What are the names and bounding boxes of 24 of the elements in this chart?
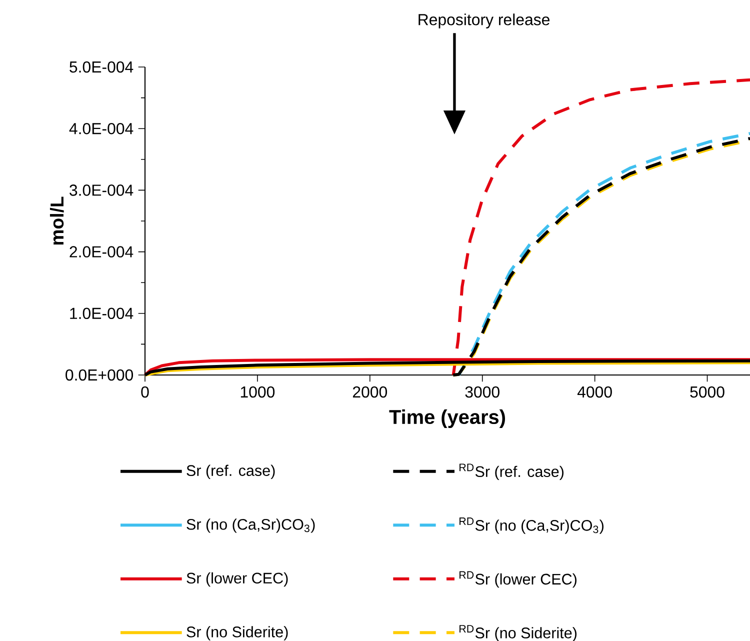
y-tick-label: 2.0E-004 <box>70 246 134 258</box>
x-tick-label: 1000 <box>240 386 275 398</box>
legend-label: Sr (no (Ca,Sr)CO$_{3}$) <box>186 518 315 533</box>
x-axis-title: Time (years) <box>389 409 505 428</box>
legend-label: $^{RD}$Sr (ref. case) <box>460 464 564 480</box>
x-tick-label: 4000 <box>577 386 612 398</box>
y-tick-label: 3.0E-004 <box>70 184 134 196</box>
x-tick-label: 2000 <box>352 386 388 398</box>
y-tick-label: 1.0E-004 <box>70 308 134 320</box>
legend-label: Sr (ref. case) <box>186 464 275 480</box>
x-tick-label: 0 <box>141 386 149 398</box>
legend-label: $^{RD}$Sr (no (Ca,Sr)CO$_{3}$) <box>460 518 604 534</box>
line-series <box>452 78 750 376</box>
y-tick-label: 5.0E-004 <box>70 61 134 73</box>
legend-label: Sr (no Siderite) <box>186 626 288 640</box>
y-tick-label: 0.0E+000 <box>66 369 134 381</box>
text: Repository release <box>418 14 550 28</box>
x-tick-label: 3000 <box>465 386 500 398</box>
legend-label: $^{RD}$Sr (lower CEC) <box>460 571 576 588</box>
legend-label: $^{RD}$Sr (no Siderite) <box>460 625 577 641</box>
y-axis-title: mol/L <box>50 196 64 245</box>
y-tick-label: 4.0E-004 <box>69 122 134 134</box>
legend-label: Sr (lower CEC) <box>186 572 288 587</box>
x-tick-label: 5000 <box>690 386 724 398</box>
